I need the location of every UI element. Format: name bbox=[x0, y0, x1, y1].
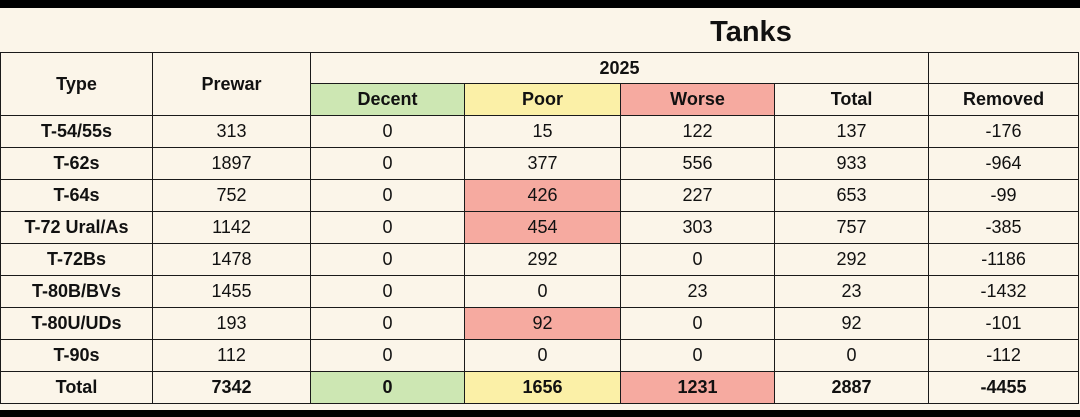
cell-worse: 0 bbox=[620, 243, 775, 276]
header-removed: Removed bbox=[928, 83, 1080, 116]
cell-decent: 0 bbox=[310, 307, 465, 340]
cell-removed: -1186 bbox=[928, 243, 1080, 276]
cell-removed: -176 bbox=[928, 115, 1080, 148]
header-worse: Worse bbox=[620, 83, 775, 116]
cell-worse: 227 bbox=[620, 179, 775, 212]
header-prewar: Prewar bbox=[152, 52, 311, 116]
cell-worse: 23 bbox=[620, 275, 775, 308]
cell-decent: 0 bbox=[310, 275, 465, 308]
header-poor: Poor bbox=[464, 83, 621, 116]
cell-worse: 122 bbox=[620, 115, 775, 148]
tanks-table: Type Prewar 2025 Decent Poor Worse Total… bbox=[0, 52, 1080, 404]
cell-type: T-72Bs bbox=[0, 243, 153, 276]
total-worse: 1231 bbox=[620, 371, 775, 404]
cell-poor: 377 bbox=[464, 147, 621, 180]
header-total: Total bbox=[773, 83, 930, 116]
poor-value-highlight: 92 bbox=[465, 308, 620, 339]
totals-row: Total 7342 0 1656 1231 2887 -4455 bbox=[0, 371, 1080, 404]
total-poor: 1656 bbox=[464, 371, 621, 404]
cell-prewar: 752 bbox=[152, 179, 311, 212]
cell-prewar: 1142 bbox=[152, 211, 311, 244]
total-poor-value: 1656 bbox=[465, 372, 620, 403]
cell-poor-highlighted: 426 bbox=[464, 179, 621, 212]
cell-prewar: 112 bbox=[152, 339, 311, 372]
table-row: T-62s 1897 0 377 556 933 -964 bbox=[0, 147, 1080, 180]
cell-type: T-80B/BVs bbox=[0, 275, 153, 308]
poor-value-highlight: 454 bbox=[465, 212, 620, 243]
cell-poor-highlighted: 454 bbox=[464, 211, 621, 244]
total-removed: -4455 bbox=[928, 371, 1080, 404]
cell-total: 0 bbox=[773, 339, 930, 372]
total-total: 2887 bbox=[773, 371, 930, 404]
cell-prewar: 1897 bbox=[152, 147, 311, 180]
cell-total: 757 bbox=[773, 211, 930, 244]
cell-worse: 0 bbox=[620, 339, 775, 372]
table-row: T-80B/BVs 1455 0 0 23 23 -1432 bbox=[0, 275, 1080, 308]
cell-total: 653 bbox=[773, 179, 930, 212]
cell-poor: 0 bbox=[464, 339, 621, 372]
cell-decent: 0 bbox=[310, 211, 465, 244]
total-type: Total bbox=[0, 371, 153, 404]
header-type: Type bbox=[0, 52, 153, 116]
cell-decent: 0 bbox=[310, 115, 465, 148]
header-decent-label: Decent bbox=[311, 84, 464, 115]
total-decent-value: 0 bbox=[311, 372, 464, 403]
cell-total: 23 bbox=[773, 275, 930, 308]
cell-type: T-54/55s bbox=[0, 115, 153, 148]
table-row: T-90s 112 0 0 0 0 -112 bbox=[0, 339, 1080, 372]
cell-prewar: 1478 bbox=[152, 243, 311, 276]
total-prewar: 7342 bbox=[152, 371, 311, 404]
cell-decent: 0 bbox=[310, 243, 465, 276]
table-title: Tanks bbox=[710, 16, 792, 48]
cell-removed: -385 bbox=[928, 211, 1080, 244]
cell-removed: -101 bbox=[928, 307, 1080, 340]
cell-decent: 0 bbox=[310, 147, 465, 180]
cell-type: T-64s bbox=[0, 179, 153, 212]
cell-removed: -1432 bbox=[928, 275, 1080, 308]
table-row: T-72Bs 1478 0 292 0 292 -1186 bbox=[0, 243, 1080, 276]
header-worse-label: Worse bbox=[621, 84, 774, 115]
cell-worse: 0 bbox=[620, 307, 775, 340]
cell-poor: 292 bbox=[464, 243, 621, 276]
cell-type: T-80U/UDs bbox=[0, 307, 153, 340]
cell-poor-highlighted: 92 bbox=[464, 307, 621, 340]
cell-total: 933 bbox=[773, 147, 930, 180]
cell-prewar: 1455 bbox=[152, 275, 311, 308]
cell-prewar: 193 bbox=[152, 307, 311, 340]
cell-type: T-90s bbox=[0, 339, 153, 372]
cell-type: T-72 Ural/As bbox=[0, 211, 153, 244]
table-row: T-72 Ural/As 1142 0 454 303 757 -385 bbox=[0, 211, 1080, 244]
header-poor-label: Poor bbox=[465, 84, 620, 115]
cell-total: 292 bbox=[773, 243, 930, 276]
cell-removed: -964 bbox=[928, 147, 1080, 180]
cell-decent: 0 bbox=[310, 339, 465, 372]
poor-value-highlight: 426 bbox=[465, 180, 620, 211]
cell-worse: 556 bbox=[620, 147, 775, 180]
cell-removed: -99 bbox=[928, 179, 1080, 212]
total-worse-value: 1231 bbox=[621, 372, 774, 403]
table-row: T-64s 752 0 426 227 653 -99 bbox=[0, 179, 1080, 212]
cell-prewar: 313 bbox=[152, 115, 311, 148]
header-decent: Decent bbox=[310, 83, 465, 116]
spreadsheet-sheet: Tanks Type Prewar 2025 Decent Poor Worse… bbox=[0, 8, 1080, 410]
cell-poor: 15 bbox=[464, 115, 621, 148]
cell-worse: 303 bbox=[620, 211, 775, 244]
table-row: T-80U/UDs 193 0 92 0 92 -101 bbox=[0, 307, 1080, 340]
cell-poor: 0 bbox=[464, 275, 621, 308]
total-decent: 0 bbox=[310, 371, 465, 404]
cell-type: T-62s bbox=[0, 147, 153, 180]
cell-removed: -112 bbox=[928, 339, 1080, 372]
header-removed-top bbox=[928, 52, 1080, 84]
cell-total: 137 bbox=[773, 115, 930, 148]
cell-decent: 0 bbox=[310, 179, 465, 212]
cell-total: 92 bbox=[773, 307, 930, 340]
header-year: 2025 bbox=[309, 52, 930, 84]
table-row: T-54/55s 313 0 15 122 137 -176 bbox=[0, 115, 1080, 148]
